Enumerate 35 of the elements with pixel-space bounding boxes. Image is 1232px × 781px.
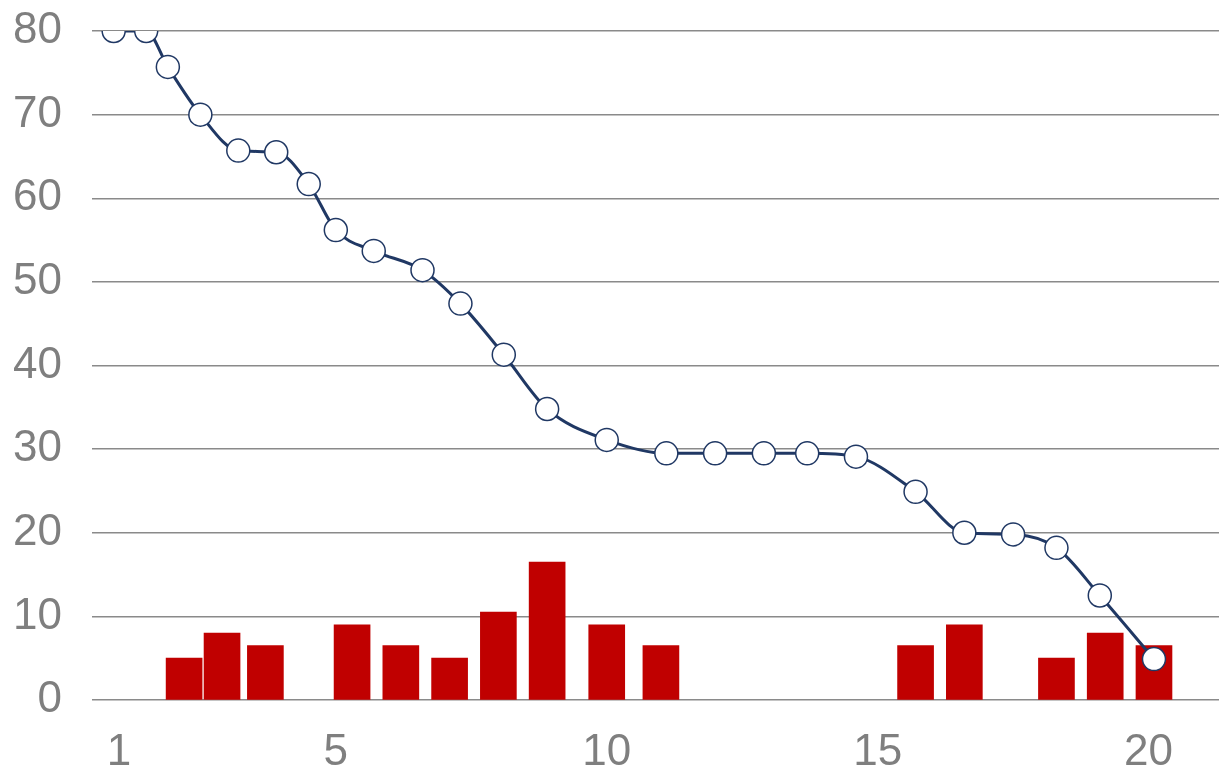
bar	[1038, 657, 1075, 700]
y-tick-label: 60	[13, 170, 62, 220]
point	[188, 102, 213, 127]
point	[843, 444, 869, 469]
x-tick-label: 1	[106, 724, 132, 774]
bar	[203, 632, 241, 700]
point	[654, 441, 679, 466]
bar	[1086, 632, 1124, 700]
bar	[528, 561, 566, 700]
y-tick-label: 50	[13, 254, 62, 304]
point	[1141, 646, 1167, 672]
bar	[642, 645, 680, 700]
y-tick-label: 10	[13, 588, 62, 638]
bar	[333, 624, 371, 700]
bar	[480, 611, 517, 700]
bar	[247, 645, 284, 700]
bar	[588, 624, 626, 700]
point	[702, 441, 728, 466]
y-tick-label: 0	[37, 672, 62, 722]
x-tick-label: 15	[853, 724, 903, 774]
bar	[897, 645, 934, 700]
y-tick-label: 40	[13, 337, 62, 387]
y-tick-label: 80	[13, 3, 62, 53]
bar	[431, 657, 468, 700]
point	[794, 441, 820, 466]
x-tick-label: 20	[1124, 724, 1174, 774]
y-tick-label: 20	[13, 504, 62, 554]
point	[751, 441, 777, 466]
bar	[382, 645, 420, 700]
y-tick-label: 70	[13, 86, 62, 136]
bar	[946, 624, 983, 700]
x-tick-label: 10	[582, 724, 632, 774]
x-tick-label: 5	[323, 724, 349, 774]
y-tick-label: 30	[13, 421, 62, 471]
bar	[165, 657, 203, 700]
